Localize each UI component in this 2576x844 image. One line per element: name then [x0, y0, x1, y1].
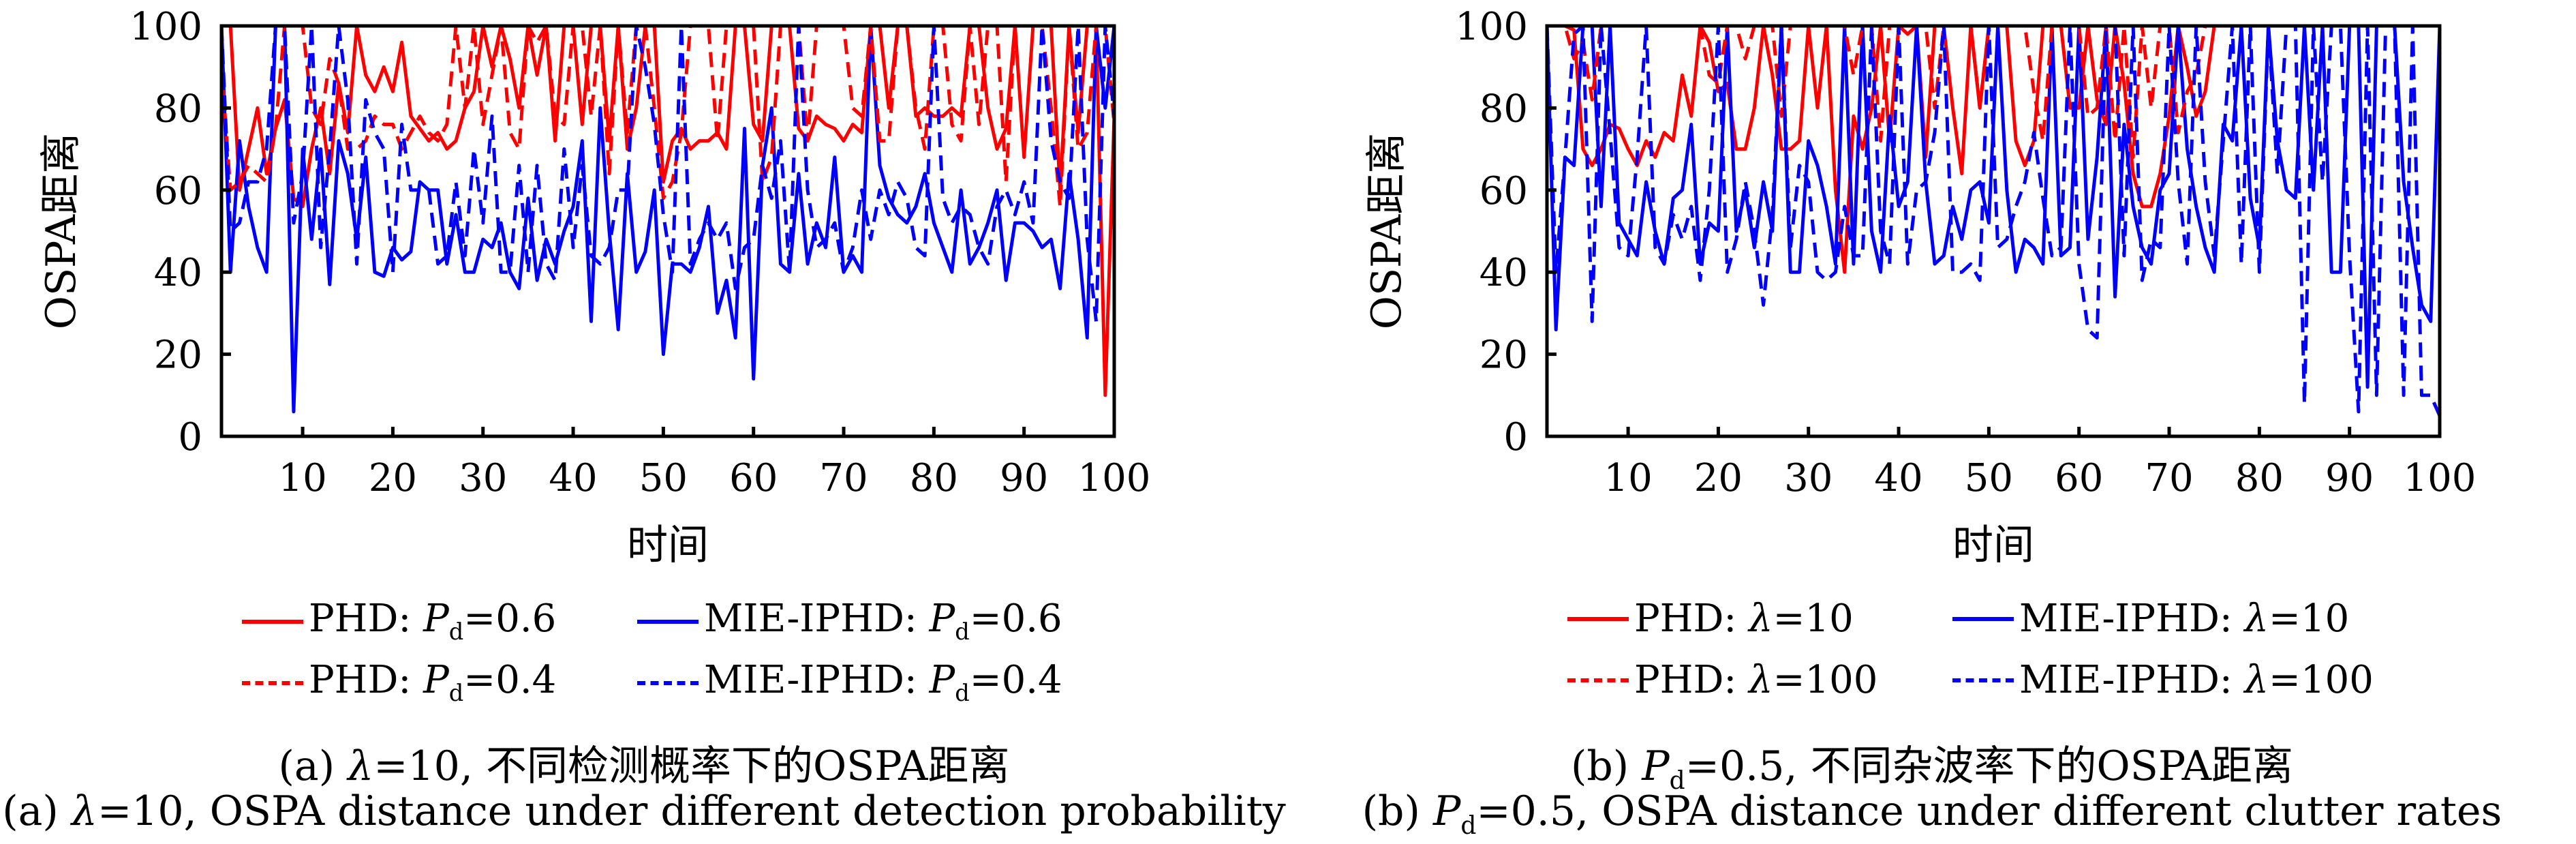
x-tick-label: 40	[549, 456, 597, 500]
x-tick-label: 90	[1000, 456, 1048, 500]
y-axis-label: OSPA距离	[1363, 133, 1411, 330]
y-tick-label: 40	[1479, 251, 1528, 295]
y-tick-label: 100	[1455, 5, 1528, 49]
x-tick-label: 30	[1784, 456, 1833, 500]
x-tick-label: 10	[1604, 456, 1652, 500]
x-tick-label: 50	[1965, 456, 2013, 500]
series-line-1	[1547, 24, 2440, 389]
x-tick-label: 80	[910, 456, 958, 500]
caption-a-cn: (a) λ=10, 不同检测概率下的OSPA距离	[278, 742, 1010, 790]
legend-label: MIE-IPHD: λ=100	[2019, 658, 2374, 702]
y-tick-label: 60	[154, 169, 202, 213]
legend-swatch-dashed-blue	[637, 680, 699, 685]
series-group	[1547, 24, 2440, 417]
legend-swatch-dashed-red	[1567, 678, 1629, 682]
x-tick-label: 60	[2055, 456, 2103, 500]
x-tick-label: 20	[1694, 456, 1743, 500]
caption-a-en: (a) λ=10, OSPA distance under different …	[2, 787, 1286, 835]
legend-label: PHD: λ=10	[1634, 597, 1854, 641]
x-tick-label: 70	[2145, 456, 2193, 500]
x-tick-label: 30	[459, 456, 507, 500]
series-group	[221, 24, 1114, 414]
x-tick-label: 10	[278, 456, 326, 500]
x-axis-label: 时间	[627, 522, 709, 569]
legend-item-a-1: MIE-IPHD: Pd=0.6	[637, 600, 1062, 644]
x-tick-label: 20	[369, 456, 417, 500]
legend-swatch-dashed-red	[242, 680, 303, 685]
chart-panel-b: 0 20 40 60 80 100 10 20 30 40 50 60 70 80 90 100 时间 OSPA距…	[1288, 0, 2576, 844]
legend-label: MIE-IPHD: λ=10	[2019, 597, 2350, 641]
x-tick-label: 80	[2235, 456, 2284, 500]
x-tick-label: 100	[1078, 456, 1151, 500]
legend-item-a-2: PHD: Pd=0.4	[242, 661, 556, 705]
y-axis-label: OSPA距离	[37, 133, 85, 330]
y-tick-label: 100	[129, 5, 202, 49]
plot-frame	[219, 24, 1116, 438]
legend-swatch-solid-red	[242, 619, 303, 624]
series-line-3	[221, 24, 1114, 323]
x-tick-label: 50	[639, 456, 688, 500]
x-tick-label: 90	[2325, 456, 2374, 500]
y-tick-label: 0	[1503, 415, 1528, 459]
chart-b-svg: 0 20 40 60 80 100 10 20 30 40 50 60 70 80 90 100 时间 OSPA距…	[1363, 5, 2477, 569]
legend-item-b-1: MIE-IPHD: λ=10	[1952, 600, 2349, 638]
y-tick-label: 0	[178, 415, 202, 459]
x-tick-label: 70	[819, 456, 868, 500]
caption-b-en: (b) Pd=0.5, OSPA distance under differen…	[1362, 787, 2502, 840]
legend-item-b-3: MIE-IPHD: λ=100	[1952, 661, 2374, 699]
y-tick-label: 80	[1479, 87, 1528, 131]
legend-swatch-solid-blue	[1952, 617, 2014, 621]
caption-b-cn: (b) Pd=0.5, 不同杂波率下的OSPA距离	[1570, 742, 2294, 795]
y-tick-label: 20	[1479, 333, 1528, 378]
legend-item-b-0: PHD: λ=10	[1567, 600, 1854, 638]
x-tick-label: 100	[2404, 456, 2477, 500]
x-axis-label: 时间	[1952, 522, 2034, 569]
legend-label: PHD: Pd=0.6	[309, 597, 557, 646]
chart-a-svg: 0 20 40 60 80 100 10 20 30 40 50 60 70 80 90 100 时间 OSPA距…	[37, 5, 1151, 569]
series-line-1	[221, 24, 1114, 414]
y-tick-label: 80	[154, 87, 202, 131]
series-line-0	[221, 24, 1114, 397]
y-tick-label: 40	[154, 251, 202, 295]
y-tick-label: 20	[154, 333, 202, 378]
plot-frame	[1545, 24, 2442, 438]
legend-swatch-dashed-blue	[1952, 678, 2014, 682]
legend-label: MIE-IPHD: Pd=0.4	[704, 658, 1062, 707]
legend-swatch-solid-blue	[637, 619, 699, 624]
x-tick-label: 60	[729, 456, 778, 500]
legend-label: PHD: Pd=0.4	[309, 658, 557, 707]
legend-swatch-solid-red	[1567, 617, 1629, 621]
legend-label: MIE-IPHD: Pd=0.6	[704, 597, 1062, 646]
legend-item-a-0: PHD: Pd=0.6	[242, 600, 556, 644]
y-tick-label: 60	[1479, 169, 1528, 213]
legend-item-b-2: PHD: λ=100	[1567, 661, 1877, 699]
x-tick-label: 40	[1874, 456, 1922, 500]
chart-panel-a: 0 20 40 60 80 100 10 20 30 40 50 60 70 80 90 100 时间 OSPA距…	[2, 5, 1286, 835]
legend-item-a-3: MIE-IPHD: Pd=0.4	[637, 661, 1062, 705]
legend-label: PHD: λ=100	[1634, 658, 1878, 702]
